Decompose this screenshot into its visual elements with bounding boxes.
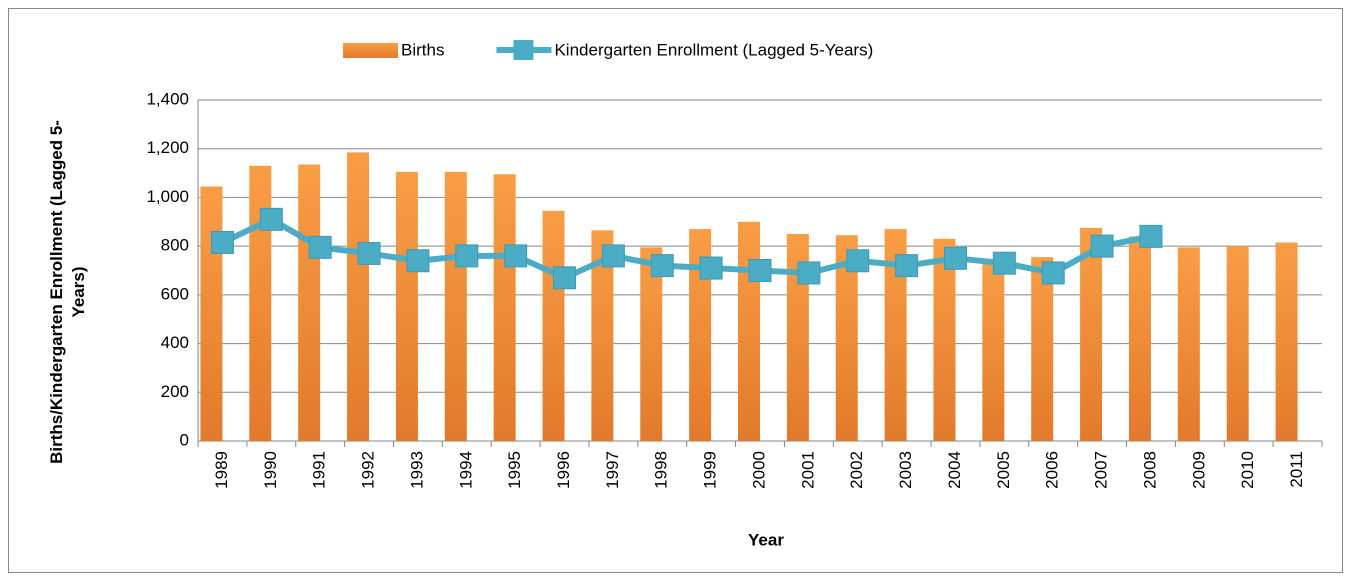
x-tick-label: 1990 <box>261 451 280 489</box>
bar <box>1226 246 1249 441</box>
legend-label: Kindergarten Enrollment (Lagged 5-Years) <box>554 40 873 59</box>
line-marker <box>406 249 430 273</box>
x-tick-label: 2005 <box>994 451 1013 489</box>
legend-label: Births <box>401 40 444 59</box>
bar <box>200 186 223 441</box>
x-tick-label: 2008 <box>1140 451 1159 489</box>
line-marker <box>650 254 674 278</box>
x-axis-title: Year <box>748 530 784 549</box>
bar <box>1080 227 1103 441</box>
x-tick-label: 1994 <box>456 451 475 489</box>
line-marker <box>1041 261 1065 285</box>
y-tick-label: 1,200 <box>146 138 189 157</box>
bar <box>982 261 1005 441</box>
line-marker <box>943 246 967 270</box>
x-tick-label: 2006 <box>1043 451 1062 489</box>
bar <box>542 210 565 441</box>
x-tick-label: 1999 <box>701 451 720 489</box>
bar <box>884 229 907 441</box>
line-marker <box>1139 224 1163 248</box>
line-marker <box>797 261 821 285</box>
x-tick-label: 2011 <box>1287 451 1306 488</box>
y-tick-label: 600 <box>161 284 189 303</box>
bar <box>835 235 858 441</box>
bar <box>493 174 516 441</box>
bar <box>1275 242 1298 441</box>
bar <box>689 229 712 441</box>
legend: Births Kindergarten Enrollment (Lagged 5-… <box>343 40 873 60</box>
y-tick-label: 1,400 <box>146 89 189 108</box>
x-tick-label: 2000 <box>749 451 768 489</box>
line-marker <box>357 241 381 265</box>
bar <box>347 152 370 441</box>
line-marker <box>748 259 772 282</box>
bar <box>591 230 614 441</box>
line-marker <box>699 256 723 280</box>
x-tick-label: 2001 <box>798 451 817 489</box>
line-marker <box>601 244 625 268</box>
line-marker <box>553 266 577 290</box>
x-tick-label: 2007 <box>1092 451 1111 489</box>
x-tick-label: 2003 <box>896 451 915 489</box>
legend-swatch-marker <box>513 40 534 60</box>
y-axis-title: Births/Kindergarten Enrollment (Lagged 5… <box>47 120 88 464</box>
x-tick-label: 2002 <box>847 451 866 489</box>
line-marker <box>455 244 479 268</box>
y-tick-label: 200 <box>161 382 189 401</box>
bar <box>738 221 761 441</box>
bar <box>249 165 272 441</box>
x-tick-label: 1996 <box>554 451 573 489</box>
x-tick-label: 1997 <box>603 451 622 489</box>
line-marker <box>504 244 528 268</box>
bar <box>395 171 418 441</box>
chart-border <box>8 8 1343 573</box>
x-tick-label: 2009 <box>1189 451 1208 489</box>
x-tick-label: 2004 <box>945 451 964 489</box>
x-tick-label: 2010 <box>1238 451 1257 489</box>
bar <box>298 164 321 441</box>
x-tick-label: 1993 <box>407 451 426 489</box>
y-tick-label: 800 <box>161 236 189 255</box>
x-tick-label: 1998 <box>652 451 671 489</box>
line-marker <box>210 230 234 254</box>
line-marker <box>308 235 332 259</box>
line-marker <box>895 254 919 278</box>
x-tick-label: 1991 <box>310 451 329 489</box>
bar <box>1128 236 1151 441</box>
bar <box>933 238 956 441</box>
bar <box>444 171 467 441</box>
bar <box>1031 257 1054 441</box>
y-tick-label: 1,000 <box>146 187 189 206</box>
bar <box>786 233 809 441</box>
legend-swatch <box>343 43 398 58</box>
y-tick-label: 400 <box>161 333 189 352</box>
line-marker <box>846 249 870 273</box>
bar <box>640 247 663 441</box>
line-marker <box>259 207 283 231</box>
x-tick-label: 1995 <box>505 451 524 489</box>
y-tick-label: 0 <box>180 430 189 449</box>
x-tick-label: 1992 <box>359 451 378 489</box>
line-marker <box>992 251 1016 275</box>
bar <box>1177 247 1200 441</box>
line-marker <box>1090 234 1114 258</box>
x-tick-label: 1989 <box>212 451 231 489</box>
